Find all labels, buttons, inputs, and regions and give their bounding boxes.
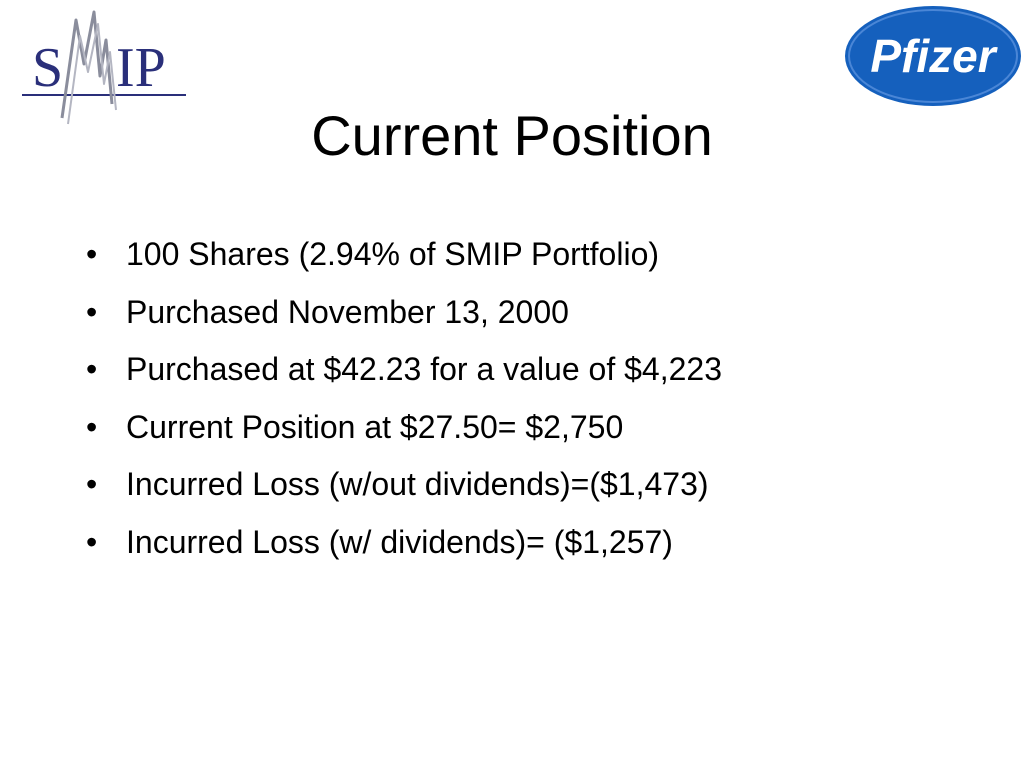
- bullet-text: Incurred Loss (w/ dividends)= ($1,257): [126, 523, 673, 560]
- pfizer-logo-oval: [845, 6, 1021, 106]
- pfizer-logo-oval-rim: [848, 9, 1018, 103]
- bullet-item-current-position: • Current Position at $27.50= $2,750: [86, 399, 722, 457]
- bullet-icon: •: [86, 466, 98, 502]
- bullet-text: 100 Shares (2.94% of SMIP Portfolio): [126, 236, 660, 272]
- pfizer-logo: Pfizer: [842, 4, 1024, 108]
- smip-logo-letters-ip: IP: [116, 37, 166, 99]
- bullet-item-purchase-price: • Purchased at $42.23 for a value of $4,…: [86, 341, 722, 399]
- bullet-item-purchase-date: • Purchased November 13, 2000: [86, 284, 722, 342]
- smip-logo: S IP: [18, 6, 190, 126]
- bullet-item-shares: • 100 Shares (2.94% of SMIP Portfolio): [86, 226, 722, 284]
- bullet-item-loss-with-dividends: • Incurred Loss (w/ dividends)= ($1,257): [86, 514, 722, 572]
- bullet-item-loss-without-dividends: • Incurred Loss (w/out dividends)=($1,47…: [86, 456, 722, 514]
- bullet-icon: •: [86, 293, 98, 330]
- bullet-icon: •: [86, 523, 98, 560]
- slide-title: Current Position: [311, 104, 713, 167]
- bullet-text: Current Position at $27.50= $2,750: [126, 408, 624, 445]
- smip-logo-zigzag: [60, 10, 114, 119]
- smip-logo-icon: S IP: [22, 10, 186, 125]
- bullet-text: Purchased at $42.23 for a value of $4,22…: [126, 351, 722, 387]
- pfizer-logo-text: Pfizer: [870, 30, 997, 82]
- bullet-icon: •: [86, 408, 98, 445]
- bullet-text: Incurred Loss (w/out dividends)=($1,473): [126, 466, 709, 502]
- bullet-text: Purchased November 13, 2000: [126, 293, 569, 330]
- bullet-icon: •: [86, 236, 98, 272]
- smip-logo-letter-s: S: [32, 37, 63, 99]
- bullet-icon: •: [86, 351, 98, 387]
- bullet-list: • 100 Shares (2.94% of SMIP Portfolio) •…: [86, 226, 722, 571]
- pfizer-logo-icon: Pfizer: [845, 6, 1021, 106]
- smip-logo-zigzag-shadow: [67, 23, 117, 125]
